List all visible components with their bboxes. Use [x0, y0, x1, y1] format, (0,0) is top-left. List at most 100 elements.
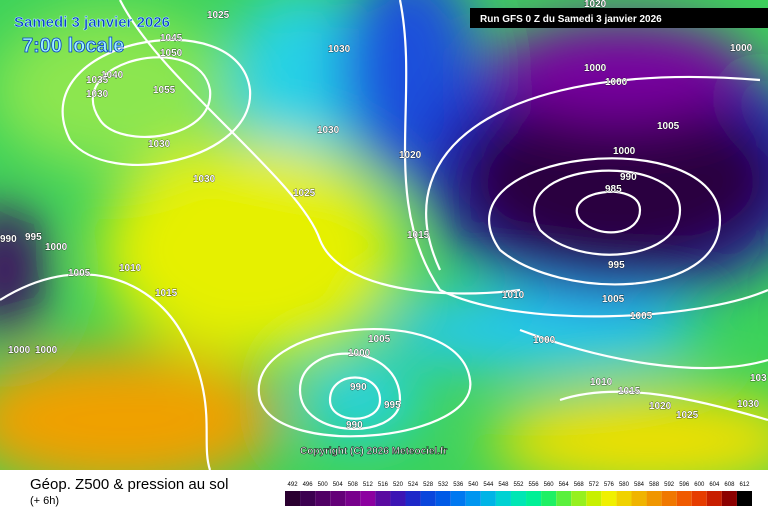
- scale-label: 612: [739, 482, 750, 488]
- isobar-label: 1015: [618, 386, 641, 397]
- isobar-label: 1020: [584, 0, 607, 10]
- scale-label: 584: [634, 482, 645, 488]
- isobar-label: 1035: [86, 75, 109, 86]
- copyright: Copyright (C) 2026 Meteociel.fr: [300, 446, 447, 457]
- isobar-label: 1005: [602, 294, 625, 305]
- scale-label: 528: [423, 482, 434, 488]
- scale-swatch: [661, 491, 677, 506]
- scale-swatch: [631, 491, 647, 506]
- run-box: [470, 8, 768, 28]
- isobar-label: 1000: [533, 335, 556, 346]
- scale-swatch: [526, 491, 542, 506]
- scale-swatch: [465, 491, 481, 506]
- isobar-label: 1025: [676, 410, 699, 421]
- isobar-label: 990: [620, 172, 637, 183]
- scale-label: 544: [483, 482, 494, 488]
- scale-label: 520: [393, 482, 404, 488]
- isobar-label: 1030: [737, 399, 760, 410]
- scale-label: 508: [348, 482, 359, 488]
- scale-swatch: [601, 491, 617, 506]
- isobar-label: 1020: [399, 150, 422, 161]
- scale-swatch: [405, 491, 421, 506]
- scale-swatch: [706, 491, 722, 506]
- scale-swatch: [285, 491, 301, 506]
- isobar-label: 103: [750, 373, 767, 384]
- isobar-label: 1040: [101, 70, 124, 81]
- scale-label: 568: [574, 482, 585, 488]
- isobar-label: 1000: [730, 43, 753, 54]
- scale-label: 588: [649, 482, 660, 488]
- scale-swatch: [375, 491, 391, 506]
- isobar-label: 1025: [293, 188, 316, 199]
- footer-title: Géop. Z500 & pression au sol: [30, 476, 228, 493]
- scale-label: 580: [619, 482, 630, 488]
- isobar-labels: 1025 1045 1050 1040 1035 1030 1055 1030 …: [0, 0, 767, 431]
- isobar-label: 1030: [193, 174, 216, 185]
- isobar-label: 990: [350, 382, 367, 393]
- scale-swatch: [435, 491, 451, 506]
- isobar-label: 1050: [160, 48, 183, 59]
- field: [0, 0, 768, 470]
- scale-swatch: [360, 491, 376, 506]
- isobar-label: 1045: [160, 33, 183, 44]
- isobar-label: 1010: [119, 263, 142, 274]
- isobar-label: 1015: [407, 230, 430, 241]
- isobar-label: 1000: [605, 77, 628, 88]
- scale-swatch: [541, 491, 557, 506]
- isobars: [0, 0, 768, 470]
- scale-swatch: [495, 491, 511, 506]
- isobar-label: 1005: [630, 311, 653, 322]
- scale-swatch: [691, 491, 707, 506]
- date: Samedi 3 janvier 2026: [14, 14, 170, 31]
- scale-label: 576: [604, 482, 615, 488]
- isobar-label: 995: [384, 400, 401, 411]
- isobar-label: 995: [25, 232, 42, 243]
- isobar-label: 1005: [368, 334, 391, 345]
- isobar-label: 1025: [207, 10, 230, 21]
- time: 7:00 locale: [22, 35, 124, 57]
- scale-swatch: [616, 491, 632, 506]
- scale-label: 516: [378, 482, 389, 488]
- forecast-lead: (+ 6h): [30, 495, 59, 507]
- scale-label: 512: [363, 482, 374, 488]
- isobar-label: 985: [605, 184, 622, 195]
- scale-label: 572: [589, 482, 600, 488]
- scale-swatch: [571, 491, 587, 506]
- scale-swatch: [586, 491, 602, 506]
- isobar-label: 1005: [657, 121, 680, 132]
- isobar-label: 1010: [502, 290, 525, 301]
- scale-swatch: [300, 491, 316, 506]
- scale-label: 564: [559, 482, 570, 488]
- isobar-label: 1030: [328, 44, 351, 55]
- isobar-label: 1005: [68, 268, 91, 279]
- isobar-label: 1000: [348, 348, 371, 359]
- scale-label: 540: [468, 482, 479, 488]
- isobar-label: 1000: [584, 63, 607, 74]
- isobar-label: 1030: [317, 125, 340, 136]
- scale-swatch: [736, 491, 752, 506]
- isobar-label: 1000: [35, 345, 58, 356]
- isobar-label: 990: [0, 234, 17, 245]
- scale-swatch: [646, 491, 662, 506]
- isobar-label: 1000: [613, 146, 636, 157]
- scale-label: 536: [453, 482, 464, 488]
- scale-label: 500: [318, 482, 329, 488]
- scale-swatch: [330, 491, 346, 506]
- scale-label: 596: [679, 482, 690, 488]
- isobar-label: 990: [346, 420, 363, 431]
- scale-label: 504: [333, 482, 344, 488]
- scale-label: 532: [438, 482, 449, 488]
- scale-label: 492: [288, 482, 299, 488]
- scale-label: 592: [664, 482, 675, 488]
- scale-swatch: [556, 491, 572, 506]
- scale-swatch: [510, 491, 527, 506]
- scale-label: 600: [694, 482, 705, 488]
- color-scale: 492 496 500 504 508 512 516 520 524 528 532 536 540 5…: [285, 482, 752, 506]
- scale-swatch: [345, 491, 361, 506]
- scale-swatch: [390, 491, 406, 506]
- scale-label: 604: [709, 482, 720, 488]
- isobar-label: 1030: [148, 139, 171, 150]
- isobar-label: 1015: [155, 288, 178, 299]
- scale-label: 608: [724, 482, 735, 488]
